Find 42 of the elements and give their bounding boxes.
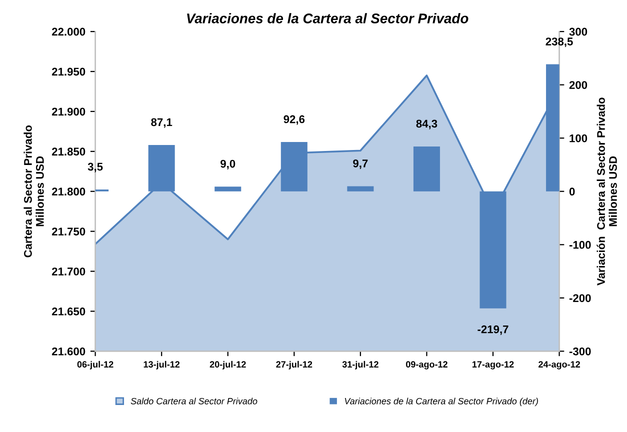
bar bbox=[214, 186, 242, 192]
bar bbox=[148, 144, 175, 192]
y-tick-label: 22.000 bbox=[52, 28, 86, 36]
y2-tick-label: 300 bbox=[569, 28, 588, 36]
y2-axis-title: Variación Cartera al Sector Privado Millones USD bbox=[596, 98, 617, 286]
bar bbox=[347, 186, 374, 192]
y-axis-title: Cartera al Sector Privado Millones USD bbox=[24, 125, 44, 258]
x-tick-label: 20-jul-12 bbox=[210, 360, 246, 370]
bar bbox=[280, 142, 308, 192]
x-tick-label: 31-jul-12 bbox=[342, 360, 378, 370]
x-tick-label: 13-jul-12 bbox=[144, 360, 180, 370]
data-label: 84,3 bbox=[416, 120, 438, 130]
y-tick-label: 21.900 bbox=[52, 108, 86, 116]
x-tick-label: 06-jul-12 bbox=[77, 360, 114, 370]
data-label: 9,0 bbox=[220, 160, 236, 170]
data-label: 3,5 bbox=[88, 162, 103, 172]
y-tick-label: 21.800 bbox=[52, 188, 86, 196]
data-label: 238,5 bbox=[546, 38, 573, 48]
y2-tick-label: 0 bbox=[569, 188, 575, 196]
x-tick-label: 24-ago-12 bbox=[538, 361, 580, 370]
y2-tick-label: -100 bbox=[569, 240, 591, 249]
data-label: -219,7 bbox=[478, 325, 508, 335]
data-label: 87,1 bbox=[151, 118, 172, 128]
y2-tick-label: 100 bbox=[570, 134, 588, 142]
y2-tick-label: -200 bbox=[569, 294, 591, 302]
y-tick-label: 21.950 bbox=[52, 68, 86, 76]
legend-label: Saldo Cartera al Sector Privado bbox=[130, 398, 258, 404]
y-tick-label: 21.750 bbox=[52, 228, 86, 236]
x-tick-label: 27-jul-12 bbox=[276, 360, 312, 370]
y-tick-label: 21.650 bbox=[52, 308, 86, 316]
y-tick-label: 21.600 bbox=[52, 347, 86, 356]
x-tick-label: 17-ago-12 bbox=[472, 361, 514, 370]
y2-tick-label: -300 bbox=[569, 347, 591, 356]
y-tick-label: 21.850 bbox=[52, 148, 86, 156]
data-label: 92,6 bbox=[284, 115, 305, 125]
y-tick-label: 21.700 bbox=[52, 268, 86, 276]
data-label: 9,7 bbox=[353, 159, 368, 169]
x-tick-label: 09-ago-12 bbox=[406, 361, 448, 370]
legend-label: Variaciones de la Cartera al Sector Privado (der) bbox=[344, 398, 538, 406]
y2-tick-label: 200 bbox=[569, 81, 588, 89]
chart-title: Variaciones de la Cartera al Sector Privado bbox=[187, 13, 468, 24]
bar bbox=[413, 146, 440, 192]
